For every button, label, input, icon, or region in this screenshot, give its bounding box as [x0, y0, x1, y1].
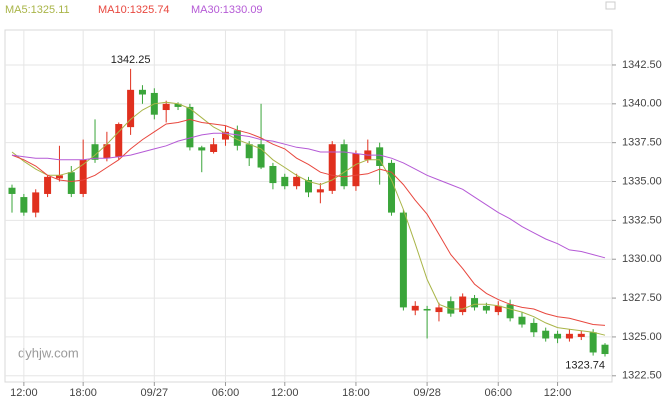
- candle-body: [198, 147, 206, 151]
- ma-line: [11, 101, 606, 336]
- y-tick-label: 1330.00: [622, 253, 662, 265]
- x-tick-label: 09/28: [413, 387, 441, 399]
- y-tick-label: 1327.50: [622, 292, 662, 304]
- candle-body: [186, 106, 194, 148]
- candle-body: [221, 131, 229, 140]
- high-label: 1342.25: [111, 54, 151, 66]
- candle-body: [281, 176, 289, 187]
- candle-body: [293, 176, 301, 187]
- candle-body: [589, 332, 597, 353]
- plot-area: [4, 29, 613, 383]
- candle-body: [233, 130, 241, 146]
- candle-body: [388, 162, 396, 213]
- candle-body: [459, 296, 467, 313]
- candle-body: [518, 316, 526, 325]
- x-tick-label: 06:00: [484, 387, 512, 399]
- candle-body: [399, 212, 407, 308]
- candle-body: [530, 322, 538, 333]
- candle-body: [67, 172, 75, 194]
- candle-body: [340, 144, 348, 187]
- y-tick-label: 1332.50: [622, 214, 662, 226]
- x-tick-label: 09/27: [141, 387, 169, 399]
- candle-body: [91, 144, 99, 160]
- candle-body: [423, 308, 431, 311]
- y-tick-label: 1340.00: [622, 98, 662, 110]
- x-tick-label: 12:00: [10, 387, 38, 399]
- candle-body: [44, 176, 52, 194]
- candle-body: [174, 103, 182, 107]
- candle-body: [103, 144, 111, 159]
- candle-body: [411, 305, 419, 311]
- y-tick-label: 1325.00: [622, 331, 662, 343]
- candle-body: [8, 187, 16, 194]
- x-tick-label: 06:00: [212, 387, 240, 399]
- y-tick-label: 1335.00: [622, 175, 662, 187]
- candle-body: [435, 307, 443, 313]
- y-tick-label: 1337.50: [622, 137, 662, 149]
- x-tick-label: 12:00: [271, 387, 299, 399]
- candle-body: [376, 147, 384, 166]
- y-tick-label: 1342.50: [622, 59, 662, 71]
- candle-body: [565, 333, 573, 339]
- candle-body: [316, 189, 324, 193]
- candle-body: [494, 305, 502, 313]
- candle-body: [79, 159, 87, 194]
- x-tick-label: 18:00: [69, 387, 97, 399]
- candle-body: [447, 301, 455, 314]
- legend-entry: MA5:1325.11: [5, 4, 70, 16]
- candle-body: [20, 197, 28, 213]
- candle-body: [127, 89, 135, 128]
- candle-body: [269, 165, 277, 184]
- candle-body: [328, 144, 336, 191]
- candle-body: [210, 144, 218, 152]
- low-label: 1323.74: [565, 359, 605, 371]
- candle-body: [482, 305, 490, 311]
- candle-body: [352, 153, 360, 187]
- candle-body: [55, 175, 63, 179]
- candle-body: [554, 333, 562, 339]
- legend-entry: MA30:1330.09: [191, 4, 263, 16]
- candle-body: [245, 144, 253, 159]
- y-tick-label: 1322.50: [622, 370, 662, 382]
- candle-body: [542, 330, 550, 339]
- candle-body: [115, 124, 123, 157]
- candle-body: [32, 192, 40, 213]
- candle-body: [257, 144, 265, 168]
- candle-body: [577, 333, 585, 337]
- legend-entry: MA10:1325.74: [98, 4, 170, 16]
- x-tick-label: 18:00: [342, 387, 370, 399]
- ma-line: [11, 118, 606, 326]
- ma-line: [11, 132, 606, 259]
- watermark: dyhjw.com: [18, 345, 79, 360]
- candle-body: [471, 298, 479, 308]
- candle-body: [162, 103, 170, 111]
- candle-body: [138, 89, 146, 95]
- candle-body: [601, 344, 609, 355]
- corner-icon: [605, 1, 616, 10]
- candle-body: [506, 304, 514, 319]
- x-tick-label: 12:00: [544, 387, 572, 399]
- candle-body: [305, 179, 312, 193]
